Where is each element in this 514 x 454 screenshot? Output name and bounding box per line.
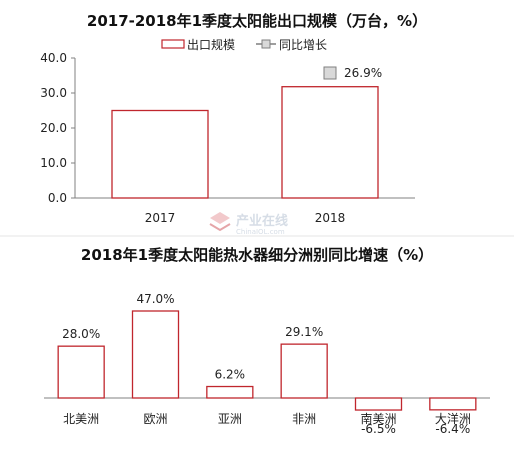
chart2-title: 2018年1季度太阳能热水器细分洲别同比增速（%） [81,246,433,264]
chart1-y-tick-label: 20.0 [40,121,67,135]
chart1-x-tick-label: 2018 [315,211,346,225]
legend-label-growth: 同比增长 [279,38,327,52]
chart2-bar [429,397,477,411]
legend-marker-growth [261,39,271,49]
chart2-marks: 北美洲 28.0% 欧洲 47.0% 亚洲 6.2% 非洲 29.1% 南美洲-6.5% 大洋洲-… [57,292,477,436]
chart2-bar [206,385,254,399]
chart1-marks: 40.0 30.0 20.0 10.0 0.0 2017 2018 26.9% [40,51,382,225]
chart2-x-tick-label: 北美洲 [63,412,99,426]
chart2-x-tick-label: 大洋洲 [435,411,471,426]
watermark-logo-icon [210,212,230,224]
chart2-data-label: 6.2% [215,368,246,382]
chart2-data-label: 28.0% [62,327,100,341]
chart1-bar [281,86,379,199]
legend-swatch-export [161,39,185,49]
chart2-bar [57,345,105,399]
chart2-x-tick-label: 南美洲 [360,411,396,426]
chart2-x-tick-label: 非洲 [292,412,316,426]
legend-label-export: 出口规模 [187,37,235,52]
watermark: 产业在线 ChinaIOL.com [209,212,288,236]
chart2-bar [131,310,180,399]
chart1-y-tick-label: 40.0 [40,51,67,65]
chart1-y-tick-label: 10.0 [40,156,67,170]
chart2-data-label: -6.5% [361,422,396,436]
watermark-text: 产业在线 [236,213,288,229]
chart2-bar [354,397,403,411]
watermark-logo-icon-base [209,223,231,232]
chart1-growth-label: 26.9% [344,66,382,80]
chart1-x-tick-label: 2017 [145,211,176,225]
chart2-data-label: 47.0% [136,292,174,306]
chart1-bar [111,109,209,199]
chart1-growth-marker [323,66,337,80]
chart2-data-label: -6.4% [435,422,470,436]
chart2-data-label: 29.1% [285,325,323,339]
chart2-bar [280,343,328,399]
chart1-y-tick-label: 30.0 [40,86,67,100]
chart1-y-tick-label: 0.0 [48,191,67,205]
chart1-legend: 出口规模 同比增长 [161,37,327,52]
chart1-title: 2017-2018年1季度太阳能出口规模（万台，%） [87,12,427,30]
chart2-x-tick-label: 亚洲 [218,412,242,426]
watermark-subtext: ChinaIOL.com [236,228,285,236]
chart2-x-tick-label: 欧洲 [143,412,167,426]
